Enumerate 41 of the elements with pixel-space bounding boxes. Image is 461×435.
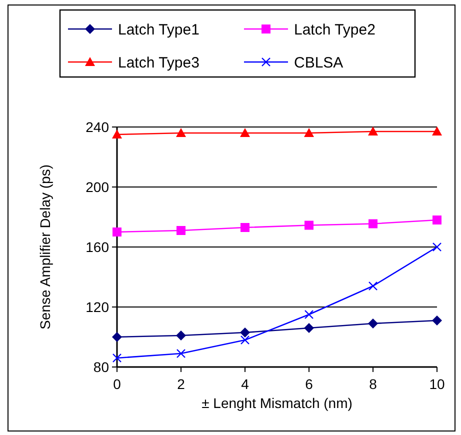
point: [240, 328, 250, 338]
legend-label: Latch Type3: [118, 54, 200, 72]
point: [176, 128, 186, 137]
point: [368, 126, 378, 136]
y-tick-label: 200: [86, 178, 110, 195]
point: [368, 219, 378, 228]
point: [176, 348, 186, 358]
point: [304, 128, 314, 137]
y-tick-label: 80: [93, 358, 110, 375]
point: [240, 335, 250, 345]
point: [432, 126, 442, 136]
legend-label: CBLSA: [294, 54, 344, 72]
y-tick-label: 160: [86, 238, 110, 255]
point: [240, 128, 250, 137]
x-tick-label: 0: [113, 376, 122, 392]
legend-label: Latch Type2: [294, 21, 376, 38]
point: [368, 318, 378, 328]
point: [432, 242, 442, 252]
x-tick-label: 2: [177, 376, 186, 392]
y-tick-label: 240: [86, 118, 110, 135]
y-axis-title: Sense Amplifier Delay (ps): [37, 164, 53, 330]
point: [368, 281, 378, 291]
point: [432, 216, 442, 224]
point: [112, 130, 122, 138]
x-axis-title: ± Lenght Mismatch (nm): [202, 395, 352, 411]
point: [112, 332, 122, 342]
point: [304, 220, 314, 230]
point: [112, 353, 122, 363]
point: [176, 226, 186, 235]
x-tick-label: 6: [305, 376, 314, 392]
point: [432, 316, 442, 326]
y-tick-label: 120: [86, 298, 110, 315]
point: [112, 228, 122, 236]
x-tick-label: 4: [241, 376, 250, 392]
legend-label: Latch Type1: [118, 21, 200, 38]
x-tick-label: 10: [429, 376, 445, 392]
point: [240, 223, 250, 232]
point: [304, 310, 314, 320]
point: [304, 323, 314, 333]
x-tick-label: 8: [369, 376, 378, 392]
point: [176, 330, 186, 340]
